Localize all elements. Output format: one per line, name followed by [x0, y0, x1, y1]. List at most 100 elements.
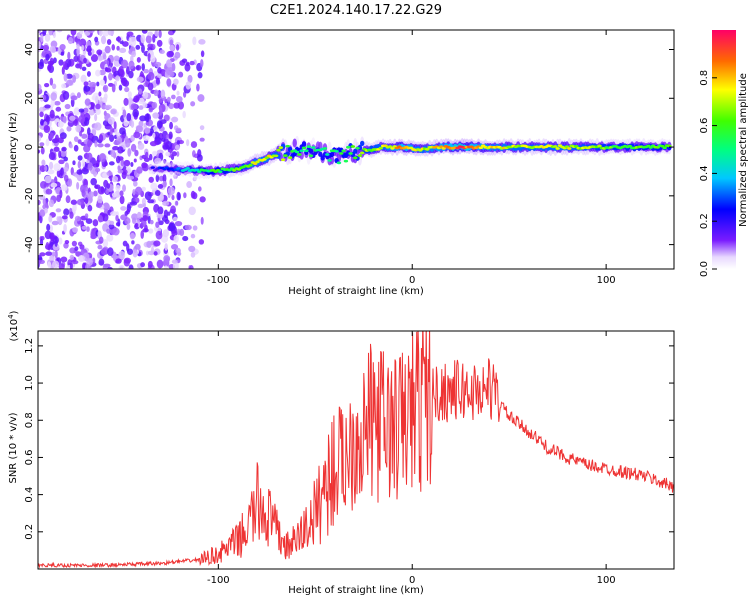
noise-blob [192, 36, 197, 46]
noise-blob [142, 135, 150, 141]
noise-blob [149, 219, 154, 225]
noise-blob [96, 81, 100, 87]
noise-blob [67, 51, 71, 60]
noise-blob [185, 81, 191, 90]
noise-blob [66, 79, 74, 86]
noise-blob [48, 215, 53, 223]
noise-blob [70, 30, 77, 36]
noise-blob [64, 239, 70, 245]
noise-blob [39, 142, 45, 147]
noise-blob [126, 223, 131, 231]
noise-blob [120, 206, 127, 211]
y-tick-label: 0.6 [24, 449, 35, 465]
y-tick-label: -20 [24, 188, 35, 204]
noise-blob [42, 198, 47, 206]
noise-blob [159, 49, 165, 55]
signal-mark [150, 166, 155, 169]
signal-mark [441, 146, 446, 150]
noise-blob [39, 252, 46, 257]
noise-blob [189, 265, 194, 269]
noise-blob [43, 124, 51, 133]
noise-blob [104, 143, 111, 148]
noise-blob [199, 137, 205, 142]
noise-blob [147, 31, 154, 37]
noise-blob [130, 103, 138, 111]
noise-blob [52, 260, 60, 269]
noise-blob [148, 176, 154, 183]
colorbar-ticks: 0.0 0.2 0.4 0.6 0.8 [699, 70, 717, 277]
noise-blob [196, 154, 203, 162]
noise-blob [46, 114, 50, 121]
noise-blob [70, 95, 78, 101]
signal-mark [287, 156, 293, 159]
noise-blob [57, 137, 64, 144]
noise-blob [106, 39, 112, 45]
noise-blob [46, 223, 51, 232]
signal-mark [318, 151, 323, 157]
noise-blob [142, 91, 149, 99]
noise-blob [171, 259, 178, 264]
noise-blob [197, 94, 205, 102]
noise-blob [173, 78, 179, 86]
noise-blob [49, 57, 54, 67]
noise-blob [188, 206, 196, 216]
noise-blob [162, 229, 170, 238]
noise-blob [135, 44, 141, 50]
noise-blob [63, 156, 68, 162]
y-tick-label: 1.0 [24, 375, 35, 391]
noise-blob [138, 88, 142, 95]
noise-blob [45, 138, 50, 147]
noise-blob [154, 189, 161, 197]
noise-blob [87, 127, 91, 136]
noise-blob [58, 263, 65, 269]
noise-blob [99, 79, 106, 86]
noise-blob [142, 215, 149, 222]
noise-blob [121, 171, 127, 180]
snr-y-multiplier: (x104) [7, 310, 20, 341]
noise-blob [153, 251, 158, 256]
noise-blob [99, 153, 107, 163]
noise-blob [147, 82, 154, 91]
x-tick-label: -100 [207, 275, 230, 286]
signal-mark [553, 145, 558, 148]
spectrogram-panel: -100 0 100 -40 -20 0 20 40 Height of straight … [8, 29, 675, 297]
noise-blob [106, 171, 113, 176]
colorbar-tick-label: 0.4 [699, 165, 710, 181]
noise-blob [154, 61, 162, 68]
noise-blob [72, 160, 76, 166]
noise-blob [102, 96, 108, 104]
noise-blob [175, 127, 182, 133]
noise-blob [81, 225, 88, 230]
noise-blob [162, 200, 170, 207]
noise-blob [51, 83, 57, 90]
noise-blob [111, 83, 116, 93]
noise-blob [183, 192, 187, 199]
noise-blob [87, 30, 95, 34]
noise-blob [131, 50, 137, 58]
noise-blob [139, 115, 147, 122]
noise-blob [90, 177, 98, 186]
noise-blob [64, 103, 71, 110]
noise-blob [164, 265, 168, 269]
signal-mark [360, 140, 365, 147]
signal-mark [597, 144, 602, 148]
signal-mark [329, 155, 335, 165]
noise-blob [60, 256, 68, 263]
noise-blob [76, 46, 81, 56]
noise-blob [63, 208, 70, 216]
noise-blob [149, 141, 158, 147]
noise-blob [78, 108, 85, 113]
noise-blob [100, 35, 107, 45]
noise-blob [119, 127, 126, 135]
signal-mark [478, 146, 484, 150]
noise-blob [168, 103, 174, 110]
noise-blob [141, 162, 148, 169]
noise-blob [124, 211, 129, 216]
noise-blob [136, 76, 144, 83]
noise-blob [136, 212, 143, 219]
noise-blob [155, 174, 160, 183]
noise-blob [148, 228, 154, 234]
noise-blob [144, 151, 149, 159]
noise-blob [61, 83, 67, 89]
noise-blob [38, 149, 41, 154]
